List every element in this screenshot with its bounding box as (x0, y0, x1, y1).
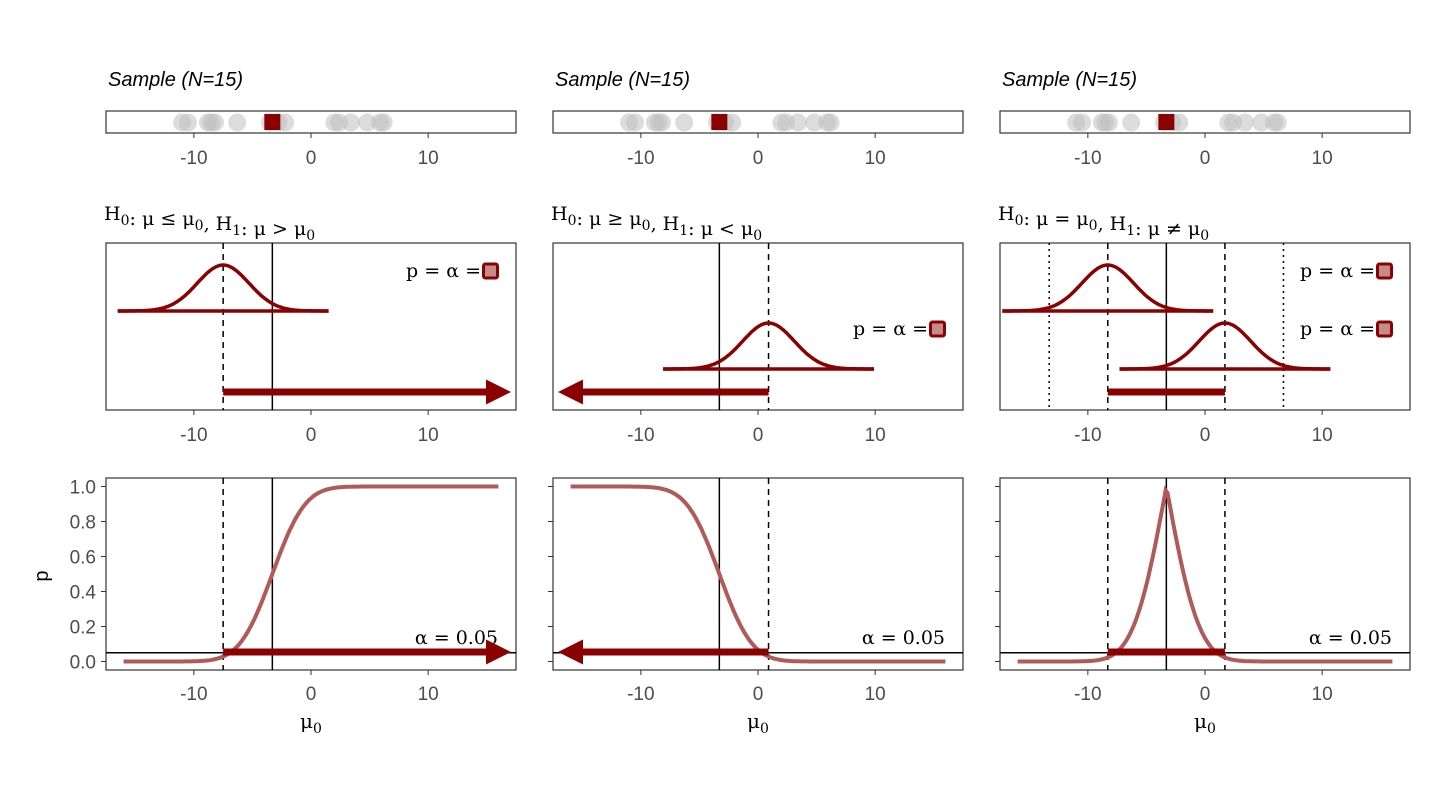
sample-point (1099, 113, 1118, 132)
y-axis-title: p (31, 570, 53, 581)
x-tick-label: 10 (418, 148, 439, 169)
sample-point (1268, 113, 1287, 132)
sample-title: Sample (N=15) (555, 69, 690, 91)
p-alpha-label: p = α = (853, 318, 928, 340)
hypothesis-label: H0: μ ≥ μ0, H1: μ < μ0 (551, 203, 762, 244)
sample-point (358, 113, 377, 132)
hypothesis-label: H0: μ = μ0, H1: μ ≠ μ0 (998, 203, 1209, 244)
x-axis-title: μ0 (747, 709, 769, 737)
x-tick-label: 10 (418, 684, 439, 705)
x-tick-label: -10 (180, 684, 207, 705)
p-alpha-label: p = α = (1300, 260, 1375, 282)
y-tick-label: 0.4 (70, 583, 97, 604)
x-tick-label: -10 (180, 425, 207, 446)
sample-panel (105, 110, 517, 134)
p-alpha-label: p = α = (406, 260, 481, 282)
sample-title: Sample (N=15) (108, 69, 243, 91)
p-value-curve (123, 484, 499, 664)
sample-panel (999, 110, 1411, 134)
sample-point (1122, 113, 1141, 132)
x-tick-label: 0 (306, 684, 317, 705)
sample-point (788, 113, 807, 132)
sample-point (821, 113, 840, 132)
sample-panel (552, 110, 964, 134)
sample-point (1235, 113, 1254, 132)
sample-point (1170, 113, 1189, 132)
p-alpha-swatch (1376, 320, 1393, 338)
x-tick-label: 10 (865, 148, 886, 169)
sample-point (626, 113, 644, 132)
sample-point (374, 113, 393, 132)
p-alpha-swatch (482, 262, 499, 280)
x-tick-label: 0 (1200, 148, 1211, 169)
p-alpha-swatch (929, 320, 946, 338)
sample-mean-marker (711, 114, 728, 130)
x-tick-label: 10 (865, 684, 886, 705)
alpha-label: α = 0.05 (862, 627, 945, 649)
p-alpha-swatch (1376, 262, 1393, 280)
sample-point (1252, 113, 1271, 132)
x-tick-label: 0 (753, 148, 764, 169)
sample-mean-marker (1158, 114, 1175, 130)
x-tick-label: -10 (1074, 425, 1101, 446)
x-axis-title: μ0 (300, 709, 322, 737)
x-tick-label: 0 (753, 425, 764, 446)
x-tick-label: -10 (627, 684, 654, 705)
x-tick-label: 10 (865, 425, 886, 446)
x-tick-label: 0 (753, 684, 764, 705)
x-tick-label: -10 (627, 425, 654, 446)
facet-column-1: Sample (N=15) -10 0 10 H0: μ ≤ μ0, H1: μ > μ… (70, 69, 517, 737)
sample-point (179, 113, 197, 132)
sample-point (805, 113, 824, 132)
x-tick-label: 10 (1312, 425, 1333, 446)
x-tick-label: -10 (1074, 684, 1101, 705)
x-tick-label: 10 (1312, 148, 1333, 169)
facet-column-2: Sample (N=15) -10 0 10 H0: μ ≥ μ0, H1: μ < μ… (548, 69, 964, 737)
p-alpha-label: p = α = (1300, 318, 1375, 340)
y-tick-label: 0.0 (70, 653, 96, 674)
y-tick-label: 0.2 (70, 618, 96, 639)
hypothesis-label: H0: μ ≤ μ0, H1: μ > μ0 (104, 203, 315, 244)
sample-point (723, 113, 742, 132)
x-axis-title: μ0 (1194, 709, 1216, 737)
x-tick-label: 0 (1200, 684, 1211, 705)
sample-point (276, 113, 295, 132)
x-tick-label: -10 (627, 148, 654, 169)
sample-point (341, 113, 360, 132)
p-value-curve (1017, 485, 1393, 664)
sample-point (205, 113, 224, 132)
x-tick-label: -10 (1074, 148, 1101, 169)
y-tick-label: 1.0 (70, 478, 96, 499)
sample-point (675, 113, 694, 132)
x-tick-label: 0 (306, 148, 317, 169)
sample-mean-marker (264, 114, 281, 130)
x-tick-label: -10 (180, 148, 207, 169)
x-tick-label: 0 (1200, 425, 1211, 446)
sample-point (1073, 113, 1091, 132)
y-tick-label: 0.6 (70, 548, 96, 569)
sample-title: Sample (N=15) (1002, 69, 1137, 91)
y-tick-label: 0.8 (70, 513, 96, 534)
alpha-label: α = 0.05 (415, 627, 498, 649)
sample-point (652, 113, 671, 132)
x-tick-label: 0 (306, 425, 317, 446)
facet-column-3: Sample (N=15) -10 0 10 H0: μ = μ0, H1: μ ≠ μ… (995, 69, 1411, 737)
sample-point (228, 113, 247, 132)
x-tick-label: 10 (1312, 684, 1333, 705)
alpha-label: α = 0.05 (1309, 627, 1392, 649)
x-tick-label: 10 (418, 425, 439, 446)
